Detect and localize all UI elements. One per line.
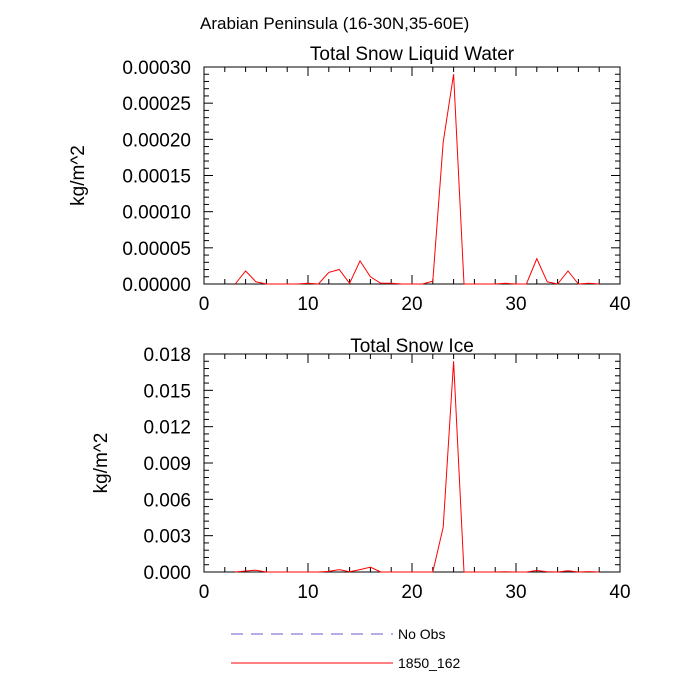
chart-panel-snow-ice: Total Snow Ice 0 10 20 30 40 0.000 0.003 0.006 0… (91, 336, 631, 603)
y-tick-label: 0.015 (143, 381, 191, 402)
y-tick-label: 0.009 (143, 454, 191, 475)
y-tick-label: 0.003 (143, 527, 191, 548)
x-tick-label: 30 (505, 582, 526, 603)
y-axis-label: kg/m^2 (91, 433, 112, 494)
plot-frame (203, 66, 621, 285)
y-tick-label: 0.006 (143, 490, 191, 511)
chart-panel-snow-liquid-water: Total Snow Liquid Water 0 10 20 30 40 0.00000… (68, 44, 631, 315)
series-line (235, 361, 600, 573)
x-tick-label: 40 (609, 294, 630, 315)
y-tick-label: 0.00015 (122, 167, 191, 188)
y-tick-label: 0.00010 (122, 203, 191, 224)
y-tick-label: 0.012 (143, 418, 191, 439)
series-line (234, 74, 600, 285)
figure-title: Arabian Peninsula (16-30N,35-60E) (200, 14, 469, 33)
y-tick-label: 0.000 (143, 563, 191, 584)
y-tick-label: 0.00005 (122, 239, 191, 260)
y-tick-label: 0.00025 (122, 94, 191, 115)
x-tick-label: 20 (401, 294, 422, 315)
y-axis-label: kg/m^2 (68, 145, 89, 206)
plot-frame (203, 353, 621, 573)
legend-label: 1850_162 (398, 655, 461, 671)
x-tick-label: 0 (199, 582, 210, 603)
legend-label: No Obs (398, 626, 445, 642)
y-tick-label: 0.00000 (122, 275, 191, 296)
x-tick-label: 40 (609, 582, 630, 603)
x-tick-label: 0 (199, 294, 210, 315)
chart-title: Total Snow Ice (350, 336, 474, 357)
chart-title: Total Snow Liquid Water (310, 44, 515, 65)
x-tick-label: 20 (401, 582, 422, 603)
x-tick-label: 10 (297, 582, 318, 603)
x-tick-label: 30 (505, 294, 526, 315)
y-tick-label: 0.00020 (122, 130, 191, 151)
legend: No Obs 1850_162 (231, 626, 461, 671)
y-tick-label: 0.00030 (122, 58, 191, 79)
y-tick-label: 0.018 (143, 345, 191, 366)
x-tick-label: 10 (297, 294, 318, 315)
